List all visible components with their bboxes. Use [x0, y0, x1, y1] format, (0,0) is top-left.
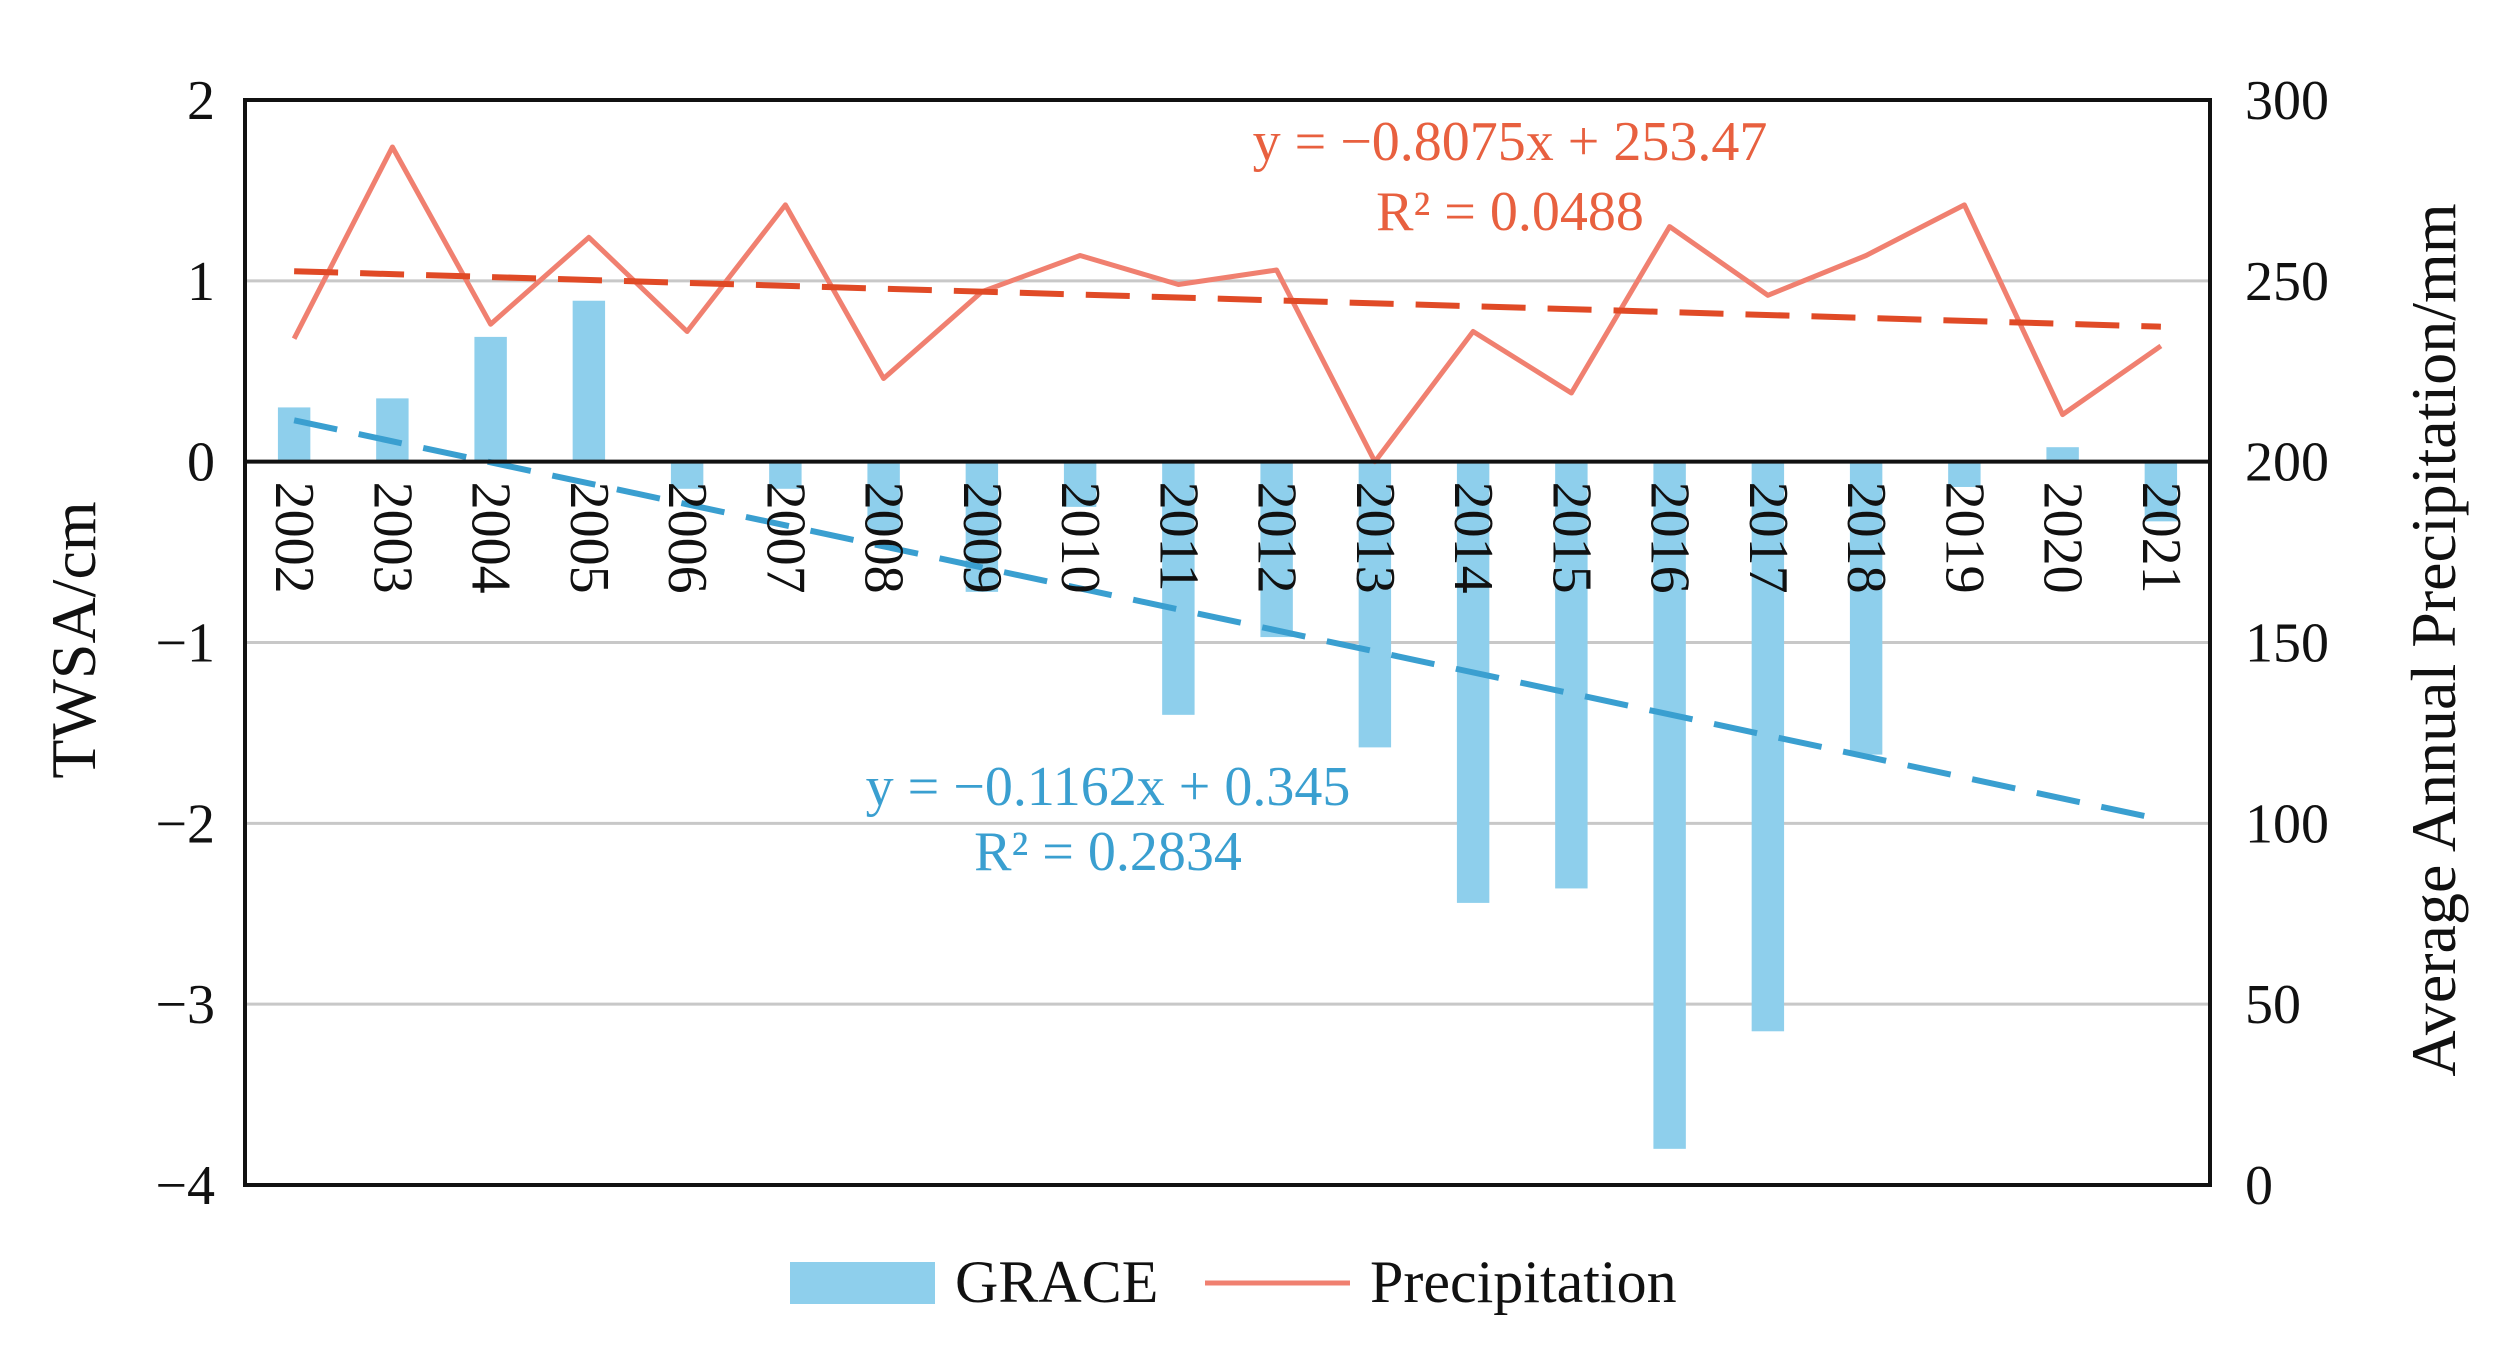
precipitation-line [291, 144, 2163, 465]
right-tick-label: 150 [2245, 613, 2329, 675]
x-tick-label: 2010 [1049, 482, 1111, 594]
grace-bar [1162, 461, 1195, 715]
left-tick-label: 0 [187, 432, 215, 494]
precipitation-trendline [294, 268, 2161, 330]
precip-trend-r2: R² = 0.0488 [1376, 181, 1644, 243]
x-tick-label: 2014 [1442, 482, 1504, 594]
grace-bar [1063, 461, 1097, 507]
plot-frame [243, 98, 2212, 1187]
x-tick-label: 2015 [1540, 482, 1602, 594]
grace-bars [277, 300, 2178, 1149]
grace-trendline [293, 417, 2162, 823]
legend-precipitation-label: Precipitation [1370, 1249, 1677, 1315]
x-tick-label: 2021 [2130, 482, 2192, 594]
grace-bar [376, 398, 409, 462]
right-tick-label: 0 [2245, 1155, 2273, 1217]
x-tick-label: 2012 [1246, 482, 1308, 594]
left-tick-label: −1 [155, 613, 215, 675]
grace-bar [1358, 461, 1392, 748]
left-tick-label: 2 [187, 70, 215, 132]
grace-bar [2144, 461, 2178, 522]
precipitation-line-group [291, 144, 2163, 465]
grace-bar [1456, 461, 1490, 903]
right-tick-label: 200 [2245, 432, 2329, 494]
grace-bar [1260, 461, 1293, 638]
legend-grace-swatch [790, 1262, 935, 1304]
x-tick-label: 2019 [1933, 482, 1995, 594]
grace-bar [277, 407, 311, 462]
right-tick-labels: 300 250 200 150 100 50 0 [2245, 70, 2329, 1217]
x-tick-label: 2013 [1344, 482, 1406, 594]
left-tick-label: −2 [155, 793, 215, 855]
grace-trend-r2: R² = 0.2834 [974, 821, 1242, 883]
grace-bar [867, 461, 900, 531]
x-tick-label: 2002 [263, 482, 325, 594]
grace-bar [670, 461, 704, 489]
x-tick-label: 2018 [1835, 482, 1897, 594]
x-tick-label: 2008 [853, 482, 915, 594]
left-axis-title: TWSA/cm [38, 501, 109, 778]
x-tick-label: 2009 [951, 482, 1013, 594]
grace-bar [572, 300, 606, 462]
x-tick-label: 2017 [1737, 482, 1799, 594]
grace-bar [1653, 461, 1686, 1149]
grace-trend-equation: y = −0.1162x + 0.345 [866, 756, 1351, 818]
right-tick-label: 50 [2245, 974, 2301, 1036]
grace-bar [769, 461, 802, 489]
left-tick-label: 1 [187, 251, 215, 313]
x-tick-label: 2005 [558, 482, 620, 594]
x-tick-label: 2011 [1147, 482, 1209, 592]
trendlines [293, 268, 2162, 823]
gridlines [245, 279, 2210, 1006]
x-tick-label: 2003 [361, 482, 423, 594]
x-tick-labels: 2002 2003 2004 2005 2006 2007 2008 2009 2010 2011… [263, 482, 2192, 594]
right-tick-label: 100 [2245, 793, 2329, 855]
right-axis-title: Average Annual Precipitation/mm [2398, 203, 2469, 1076]
grace-bar [2046, 447, 2079, 462]
grace-bar [1555, 461, 1588, 889]
x-tick-label: 2020 [2032, 482, 2094, 594]
left-tick-label: −4 [155, 1155, 215, 1217]
x-tick-label: 2004 [460, 482, 522, 594]
x-tick-label: 2006 [656, 482, 718, 594]
grace-bar [1751, 461, 1785, 1032]
x-tick-label: 2007 [754, 482, 816, 594]
legend: GRACE Precipitation [790, 1249, 1677, 1315]
legend-grace-label: GRACE [955, 1249, 1158, 1315]
right-tick-label: 300 [2245, 70, 2329, 132]
grace-bar [1849, 461, 1883, 755]
left-tick-label: −3 [155, 974, 215, 1036]
precip-trend-equation: y = −0.8075x + 253.47 [1253, 111, 1768, 173]
x-tick-label: 2016 [1639, 482, 1701, 594]
grace-bar [474, 336, 507, 462]
grace-bar [1948, 461, 1981, 487]
right-tick-label: 250 [2245, 251, 2329, 313]
left-tick-labels: 2 1 0 −1 −2 −3 −4 [155, 70, 215, 1217]
